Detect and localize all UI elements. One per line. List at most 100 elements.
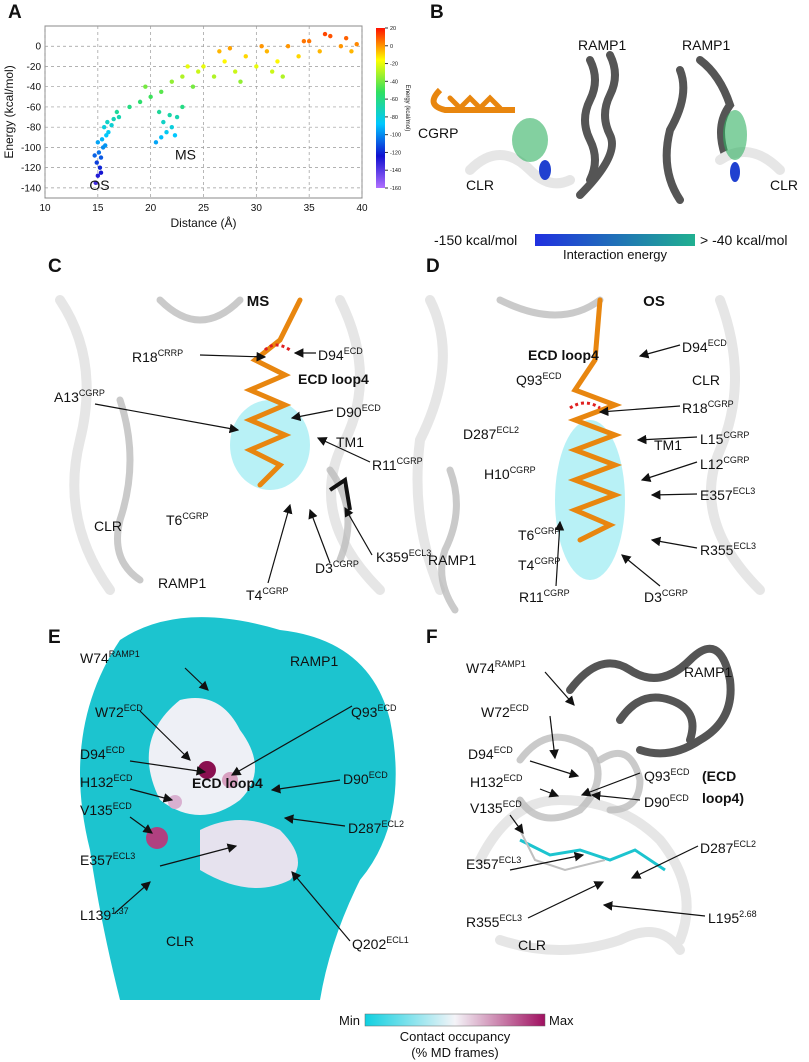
residue-name: D3 (315, 560, 333, 576)
residue-label: H132ECD (80, 773, 133, 790)
residue-name: RAMP1 (684, 664, 732, 680)
residue-superscript: ECD (542, 371, 562, 381)
point (99, 137, 105, 142)
point (96, 150, 102, 155)
pointer-arrow (650, 536, 698, 549)
residue-superscript: ECL3 (499, 913, 522, 923)
residue-name: E357 (700, 487, 733, 503)
point (111, 116, 116, 122)
residue-label: D3CGRP (644, 588, 688, 605)
y-axis-label: Energy (kcal/mol) (2, 65, 16, 158)
residue-label: D90ECD (644, 793, 689, 810)
residue-superscript: 1.37 (111, 906, 129, 916)
residue-label: D90ECD (336, 403, 381, 420)
residue-name: D90 (336, 404, 362, 420)
residue-label: H132ECD (470, 773, 523, 790)
residue-name: Q93 (644, 768, 671, 784)
panel-letter: A (8, 2, 22, 23)
residue-name: K359 (376, 549, 409, 565)
residue-name: R11 (519, 589, 544, 605)
residue-name: D287 (700, 840, 734, 856)
residue-superscript: ECD (670, 767, 690, 777)
residue-name: E357 (80, 852, 113, 868)
point (94, 160, 99, 165)
y-tick-label: -120 (21, 163, 41, 174)
residue-superscript: CGRP (708, 399, 734, 409)
pointer-arrow (650, 490, 698, 500)
residue-name: ECD loop4 (528, 347, 599, 363)
point (222, 59, 227, 64)
y-tick-label: -60 (27, 102, 42, 113)
point (264, 49, 270, 54)
x-tick-label: 25 (198, 203, 210, 214)
residue-name: W72 (95, 704, 124, 720)
y-tick-label: -20 (27, 62, 42, 73)
x-tick-label: 35 (304, 203, 316, 214)
y-tick-label: -80 (27, 123, 42, 134)
residue-label: D94ECD (468, 745, 513, 762)
residue-superscript: ECD (670, 793, 690, 803)
residue-name: W74 (80, 650, 109, 666)
residue-name: RAMP1 (158, 575, 206, 591)
pointer-arrow (509, 814, 524, 834)
residue-label: RAMP1 (684, 664, 732, 680)
point (190, 84, 196, 89)
residue-label: T6CGRP (518, 526, 560, 543)
residue-label: CLR (94, 518, 122, 534)
residue-superscript: ECL3 (409, 548, 432, 558)
point (93, 180, 98, 186)
residue-label: A13CGRP (54, 388, 105, 405)
point (101, 124, 107, 130)
point (269, 69, 275, 74)
point (201, 64, 206, 69)
pointer-arrow (527, 881, 605, 919)
residue-label: L1952.68 (708, 909, 757, 926)
residue-name: E357 (466, 856, 499, 872)
residue-name: ECD loop4 (298, 371, 369, 387)
residue-name: L15 (700, 431, 724, 447)
residue-name: RAMP1 (428, 552, 476, 568)
pointer-arrow (590, 791, 641, 801)
residue-superscript: ECL3 (499, 855, 522, 865)
colorbar-tick-label: -60 (390, 97, 398, 103)
panel-letter: F (426, 627, 438, 648)
residue-label: T4CGRP (518, 556, 560, 573)
residue-superscript: CGRP (510, 465, 536, 475)
point (180, 104, 185, 110)
y-tick-label: -140 (21, 183, 41, 194)
residue-label: D3CGRP (315, 559, 359, 576)
pointer-arrow (621, 554, 661, 587)
residue-label: Q93ECD (644, 767, 690, 784)
point (127, 104, 132, 110)
structure-label: CLR (770, 177, 798, 193)
residue-label: Q202ECL1 (352, 935, 409, 952)
residue-name: V135 (470, 800, 503, 816)
point (116, 114, 122, 120)
residue-name: T6 (518, 527, 535, 543)
point (343, 35, 349, 41)
pointer-arrow (630, 845, 699, 879)
panel-letter: C (48, 256, 62, 277)
pointer-arrow (549, 715, 559, 760)
y-tick-label: -40 (27, 82, 42, 93)
point (95, 173, 101, 178)
residue-label: D94ECD (682, 338, 727, 355)
residue-label: ECD loop4 (192, 775, 263, 791)
residue-name: RAMP1 (290, 653, 338, 669)
structure-label: RAMP1 (682, 37, 730, 53)
panel-letter: B (430, 2, 444, 23)
residue-superscript: ECD (510, 703, 530, 713)
residue-superscript: CGRP (397, 456, 423, 466)
residue-name: CLR (518, 937, 546, 953)
residue-superscript: ECL3 (113, 851, 136, 861)
residue-name: R11 (372, 457, 397, 473)
residue-name: W72 (481, 704, 510, 720)
residue-superscript: ECL3 (733, 486, 756, 496)
residue-name: D3 (644, 589, 662, 605)
residue-name: L12 (700, 456, 724, 472)
pointer-arrow (114, 881, 151, 914)
residue-label: R355ECL3 (466, 913, 522, 930)
point (280, 74, 285, 79)
residue-label: D287ECL2 (700, 839, 756, 856)
